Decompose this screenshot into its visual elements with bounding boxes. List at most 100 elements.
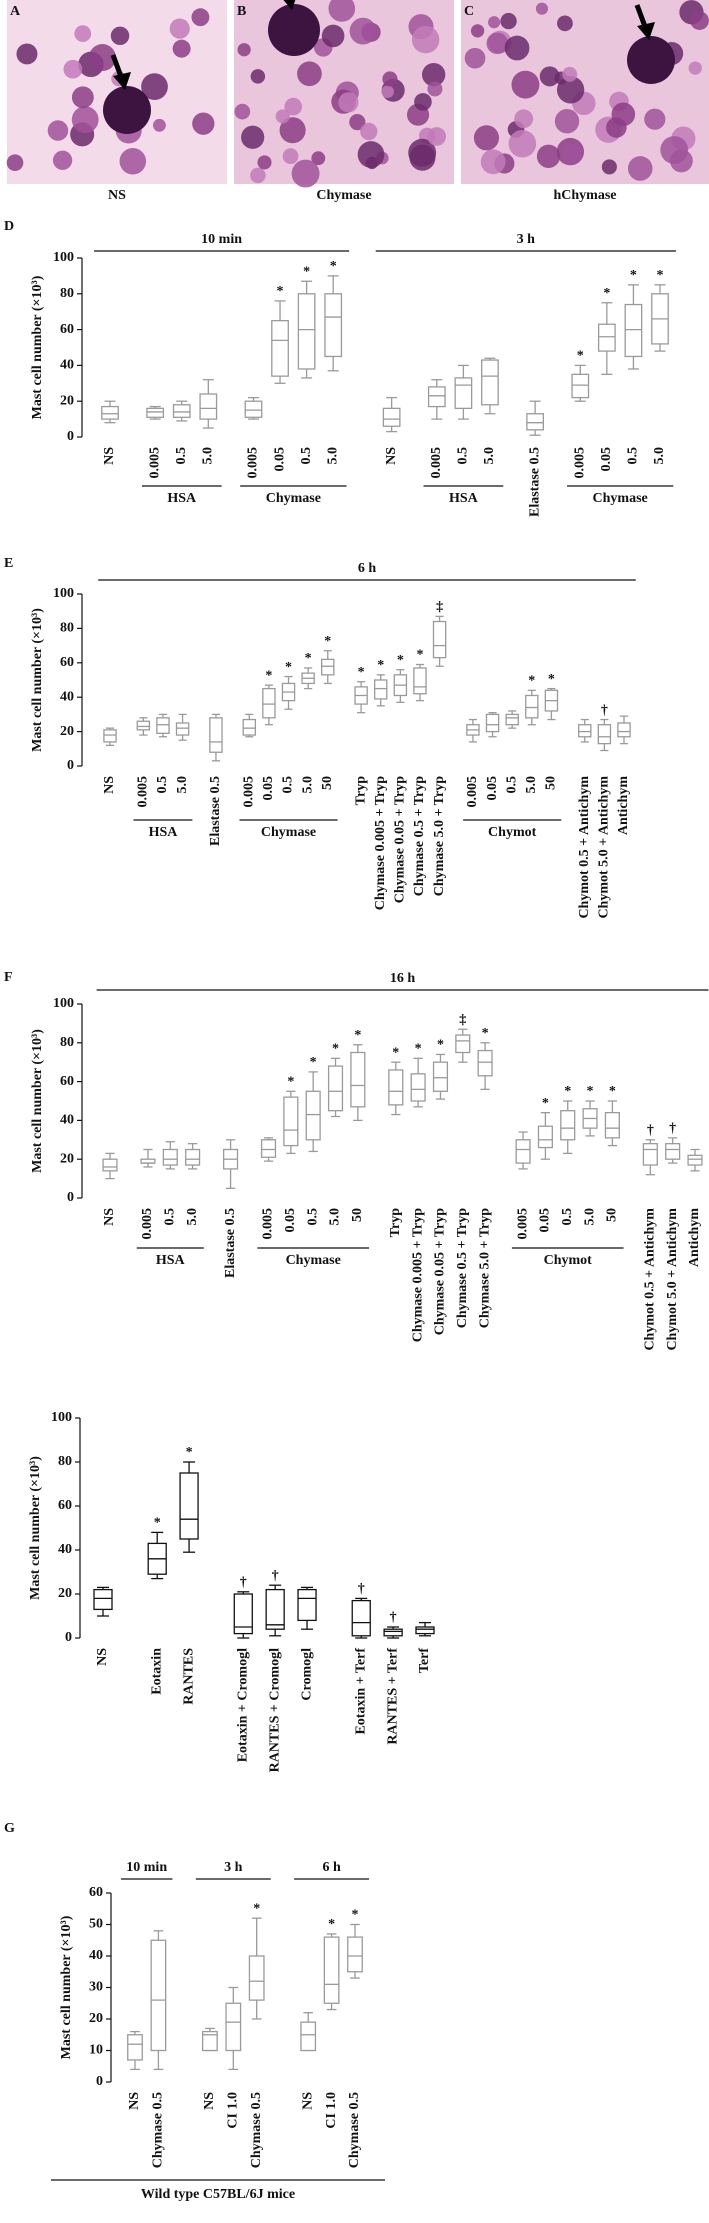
cell xyxy=(514,109,534,129)
footer-label: Wild type C57BL/6J mice xyxy=(141,2187,295,2202)
x-tick-label: Eotaxin xyxy=(149,1648,164,1695)
cell xyxy=(141,73,168,100)
x-tick-label: 5.0 xyxy=(582,1208,597,1226)
box-plot: * xyxy=(347,1908,363,1979)
cell xyxy=(414,93,432,111)
cell xyxy=(119,147,147,175)
y-tick-label: 20 xyxy=(60,724,74,739)
box-plot: * xyxy=(525,674,539,726)
cell xyxy=(511,70,540,99)
box-plot: * xyxy=(582,1084,598,1137)
chart: D 0 20 40 60 80 100 Mast cell number (×10³) NS 0.… xyxy=(4,219,676,517)
cell xyxy=(152,118,166,132)
box xyxy=(485,713,500,733)
box-plot: * xyxy=(354,665,368,714)
box-plot: * xyxy=(327,1042,344,1118)
chart: F 0 20 40 60 80 100 Mast cell number (×10³) NS 0.… xyxy=(4,970,709,1351)
cell xyxy=(321,24,345,48)
box-plot: * xyxy=(301,651,315,690)
box xyxy=(323,1936,340,2004)
box xyxy=(665,1143,681,1160)
box xyxy=(297,1588,317,1622)
significance-mark: * xyxy=(392,1045,399,1060)
box-plot xyxy=(526,400,545,436)
box-plot: * xyxy=(604,1084,620,1147)
y-tick-label: 30 xyxy=(89,1980,103,1995)
y-axis-label: Mast cell number (×10³) xyxy=(59,1915,74,2059)
group-label: Chymase xyxy=(593,491,648,506)
x-tick-label: Chymase 0.05 + Tryp xyxy=(393,776,408,903)
cell xyxy=(16,43,38,65)
period-label: 10 min xyxy=(201,232,242,247)
box xyxy=(388,1069,404,1106)
significance-mark: † xyxy=(240,1575,247,1590)
box xyxy=(415,1626,435,1635)
box-plot: † xyxy=(665,1121,681,1164)
cell xyxy=(688,61,702,75)
box xyxy=(515,1139,531,1164)
x-tick-label: NS xyxy=(300,2092,315,2110)
significance-mark: † xyxy=(390,1610,397,1625)
period-label: 16 h xyxy=(390,971,416,986)
x-tick-label: Chymase 5.0 + Tryp xyxy=(432,776,447,896)
cell xyxy=(297,61,322,87)
cell xyxy=(237,43,251,57)
box-plot: † xyxy=(597,703,612,752)
cell xyxy=(338,92,359,113)
significance-mark: * xyxy=(310,1055,317,1070)
x-tick-label: 0.005 xyxy=(242,776,257,808)
x-tick-label: 0.005 xyxy=(136,776,151,808)
chart: 0 20 40 60 80 100 Mast cell number (×10³) NS * Eo… xyxy=(28,1410,435,1772)
significance-mark: * xyxy=(287,1075,294,1090)
panel-letter: B xyxy=(237,4,246,19)
box-plot xyxy=(150,1930,167,2071)
box-plot xyxy=(146,405,165,420)
micrograph-label: NS xyxy=(108,188,126,203)
box-plot: * xyxy=(571,349,590,402)
x-tick-label: 0.5 xyxy=(305,1208,320,1226)
x-tick-label: Cromogl xyxy=(299,1648,314,1701)
box xyxy=(175,722,190,736)
box-plot xyxy=(175,713,190,741)
box-plot: † xyxy=(233,1575,253,1639)
cell xyxy=(464,47,486,69)
box xyxy=(432,1061,449,1092)
box xyxy=(101,405,119,420)
box xyxy=(150,1939,167,2052)
cell xyxy=(690,11,709,30)
box-plot: * xyxy=(271,284,289,384)
box xyxy=(321,658,335,676)
y-tick-label: 40 xyxy=(58,1542,72,1557)
x-tick-label: 0.5 xyxy=(504,776,519,794)
significance-mark: † xyxy=(272,1568,279,1583)
significance-mark: * xyxy=(285,660,292,675)
box xyxy=(617,722,631,738)
box-plot xyxy=(156,713,170,738)
period-label: 3 h xyxy=(517,232,536,247)
significance-mark: * xyxy=(154,1516,161,1531)
x-tick-label: 0.005 xyxy=(429,447,444,479)
chart: E 0 20 40 60 80 100 Mast cell number (×10³) NS 0.… xyxy=(4,556,636,919)
box-plot: * xyxy=(560,1084,576,1155)
box-plot: * xyxy=(179,1445,199,1553)
box-plot xyxy=(415,1621,435,1637)
box-plot: † xyxy=(642,1123,658,1176)
x-tick-label: 0.005 xyxy=(261,1208,276,1240)
cell xyxy=(557,15,573,32)
cell xyxy=(275,109,290,124)
x-tick-label: Chymot 0.5 + Antichym xyxy=(577,776,592,919)
group-label: HSA xyxy=(167,491,197,506)
box-plot xyxy=(242,713,257,738)
box xyxy=(244,400,263,418)
cell xyxy=(241,125,265,149)
x-tick-label: 0.05 xyxy=(283,1208,298,1233)
box xyxy=(265,1588,285,1630)
y-tick-label: 0 xyxy=(67,758,74,773)
box xyxy=(481,359,499,406)
box xyxy=(526,413,545,431)
box xyxy=(102,1158,118,1172)
box-plot xyxy=(578,718,592,743)
cell xyxy=(74,25,92,43)
cell xyxy=(644,108,666,130)
